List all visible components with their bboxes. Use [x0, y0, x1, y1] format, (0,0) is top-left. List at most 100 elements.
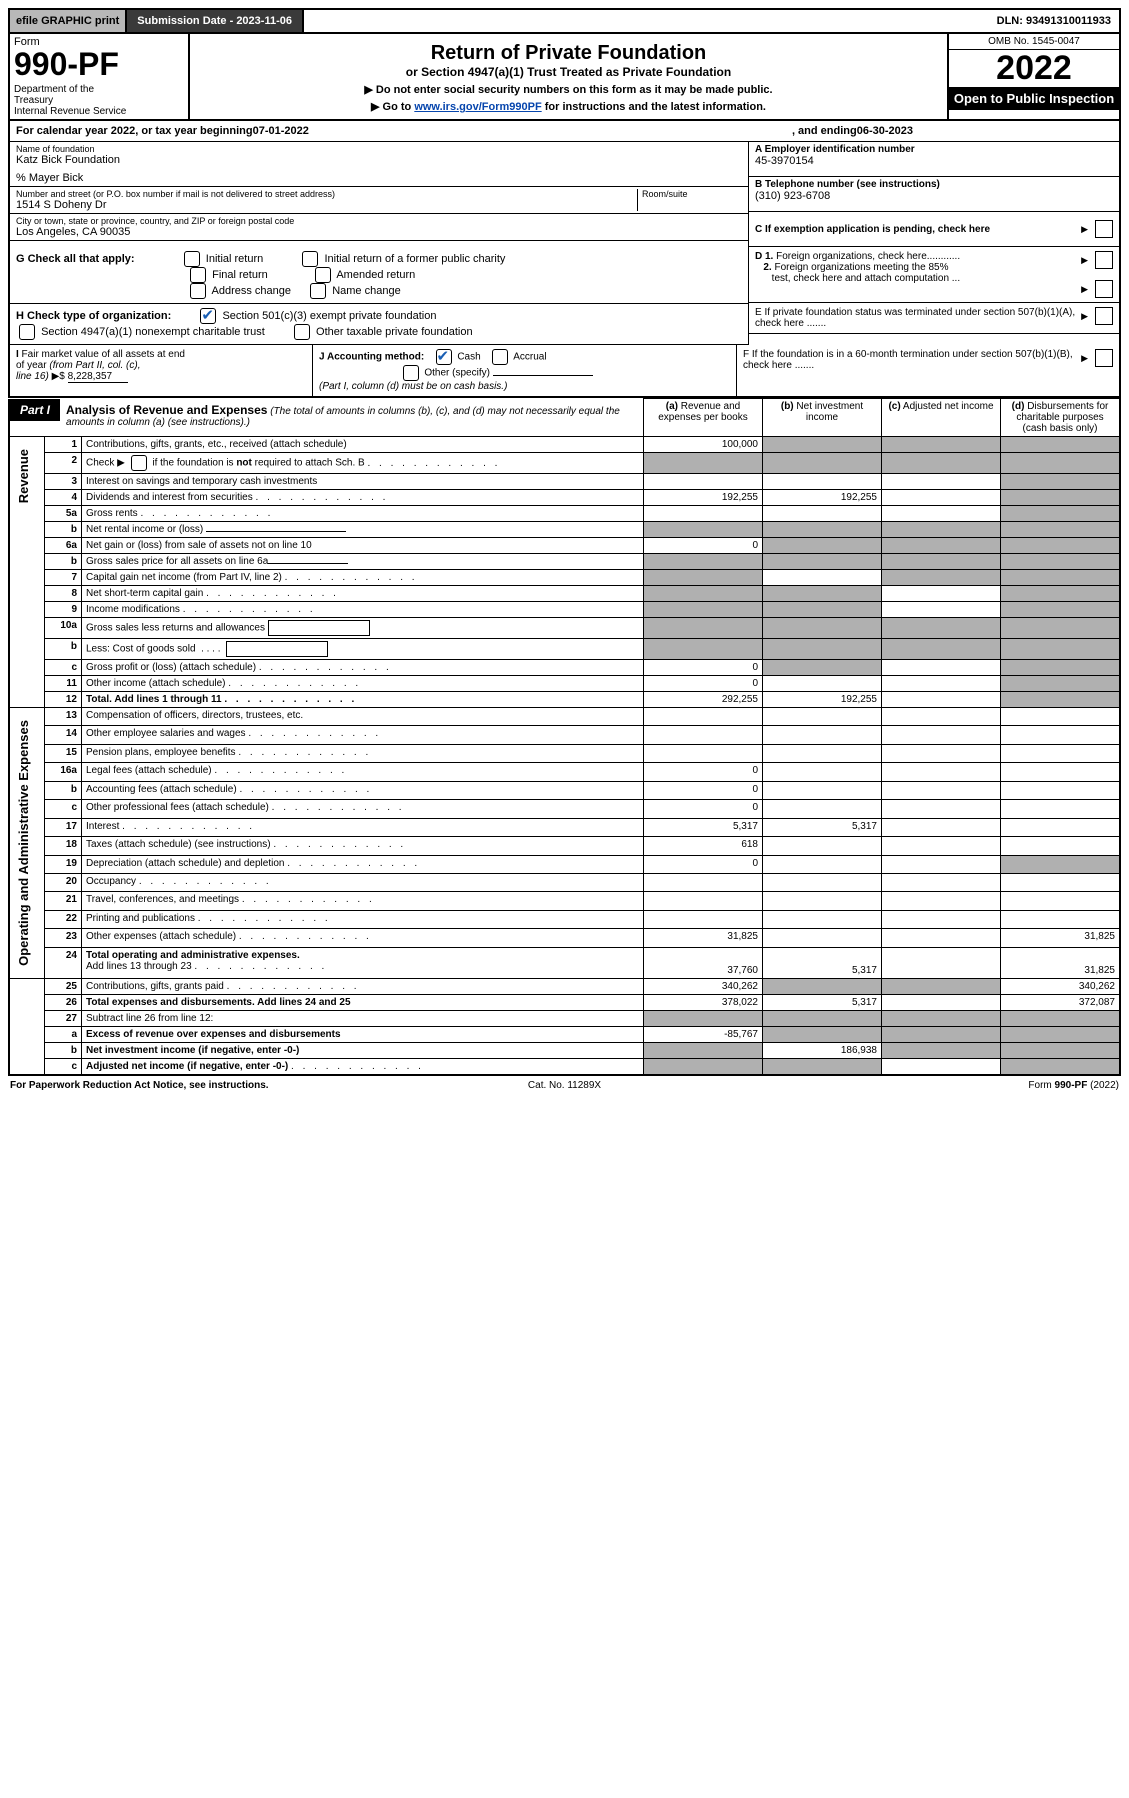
- table-row: 3 Interest on savings and temporary cash…: [9, 474, 1120, 490]
- checkbox-d2[interactable]: [1095, 280, 1113, 298]
- foundation-name-row: Name of foundation Katz Bick Foundation …: [10, 142, 748, 187]
- checkbox-sch-b[interactable]: [131, 455, 147, 471]
- checkbox-amended[interactable]: [315, 267, 331, 283]
- checkbox-accrual[interactable]: [492, 349, 508, 365]
- checkbox-d1[interactable]: [1095, 251, 1113, 269]
- form-number: 990-PF: [14, 48, 184, 80]
- table-row: c Other professional fees (attach schedu…: [9, 800, 1120, 818]
- phone-row: B Telephone number (see instructions) (3…: [749, 177, 1119, 212]
- form-id-block: Form 990-PF Department of theTreasuryInt…: [10, 34, 190, 119]
- foundation-name: Katz Bick Foundation: [16, 154, 742, 166]
- dept-text: Department of theTreasuryInternal Revenu…: [14, 84, 184, 117]
- col-c-header: (c) Adjusted net income: [882, 399, 1001, 437]
- checkbox-e[interactable]: [1095, 307, 1113, 325]
- city-state-zip: Los Angeles, CA 90035: [16, 226, 742, 238]
- cell-4b: 192,255: [763, 490, 882, 506]
- table-row: 24 Total operating and administrative ex…: [9, 947, 1120, 978]
- table-row: 11 Other income (attach schedule) 0: [9, 676, 1120, 692]
- checkbox-4947a1[interactable]: [19, 324, 35, 340]
- d1-row: D 1. Foreign organizations, check here..…: [749, 247, 1119, 303]
- checkbox-final-return[interactable]: [190, 267, 206, 283]
- g-row: G Check all that apply: Initial return I…: [10, 247, 748, 304]
- part-desc: Analysis of Revenue and Expenses (The to…: [60, 399, 643, 432]
- table-row: Operating and Administrative Expenses 13…: [9, 708, 1120, 726]
- table-row: 4 Dividends and interest from securities…: [9, 490, 1120, 506]
- efile-badge[interactable]: efile GRAPHIC print: [10, 10, 127, 32]
- checkbox-501c3[interactable]: [200, 308, 216, 324]
- checkbox-other-method[interactable]: [403, 365, 419, 381]
- form-title: Return of Private Foundation: [198, 42, 939, 65]
- table-row: 27 Subtract line 26 from line 12:: [9, 1010, 1120, 1026]
- table-row: 17 Interest 5,317 5,317: [9, 818, 1120, 836]
- omb-number: OMB No. 1545-0047: [949, 34, 1119, 50]
- expenses-side-label: Operating and Administrative Expenses: [14, 710, 33, 976]
- top-bar: efile GRAPHIC print Submission Date - 20…: [8, 8, 1121, 34]
- table-row: b Less: Cost of goods sold . . . .: [9, 639, 1120, 660]
- address-row: Number and street (or P.O. box number if…: [10, 187, 748, 214]
- cat-number: Cat. No. 11289X: [380, 1080, 750, 1091]
- note-ssn: ▶ Do not enter social security numbers o…: [198, 83, 939, 96]
- col-a-header: (a) Revenue and expenses per books: [644, 399, 763, 437]
- checkbox-c[interactable]: [1095, 220, 1113, 238]
- checkbox-initial-former[interactable]: [302, 251, 318, 267]
- cell-12b: 192,255: [763, 692, 882, 708]
- calendar-year-line: For calendar year 2022, or tax year begi…: [8, 121, 1121, 142]
- cell-6a: 0: [644, 538, 763, 554]
- tax-year: 2022: [949, 50, 1119, 87]
- form-title-block: Return of Private Foundation or Section …: [190, 34, 947, 119]
- arrow-icon: [1081, 353, 1091, 364]
- tax-year-end: 06-30-2023: [857, 125, 913, 137]
- room-suite-label: Room/suite: [642, 189, 742, 199]
- checkbox-initial-return[interactable]: [184, 251, 200, 267]
- phone-value: (310) 923-6708: [755, 190, 1113, 202]
- table-row: 2 Check ▶ if the foundation is not requi…: [9, 453, 1120, 474]
- form-header: Form 990-PF Department of theTreasuryInt…: [8, 34, 1121, 121]
- checkbox-cash[interactable]: [436, 349, 452, 365]
- form-footer-label: Form 990-PF (2022): [749, 1080, 1119, 1091]
- arrow-icon: [1081, 255, 1091, 266]
- checkbox-other-taxable[interactable]: [294, 324, 310, 340]
- e-row: E If private foundation status was termi…: [749, 303, 1119, 334]
- check-section: G Check all that apply: Initial return I…: [8, 247, 1121, 345]
- arrow-icon: [1081, 224, 1091, 235]
- table-row: Revenue 1 Contributions, gifts, grants, …: [9, 437, 1120, 453]
- year-block: OMB No. 1545-0047 2022 Open to Public In…: [947, 34, 1119, 119]
- table-row: 26 Total expenses and disbursements. Add…: [9, 994, 1120, 1010]
- entity-block: Name of foundation Katz Bick Foundation …: [8, 142, 1121, 247]
- form-subtitle: or Section 4947(a)(1) Trust Treated as P…: [198, 65, 939, 79]
- exemption-pending-row: C If exemption application is pending, c…: [749, 212, 1119, 247]
- checkbox-name-change[interactable]: [310, 283, 326, 299]
- care-of: % Mayer Bick: [16, 172, 742, 184]
- i-block: I Fair market value of all assets at end…: [10, 345, 313, 396]
- checkbox-f[interactable]: [1095, 349, 1113, 367]
- ij-section: I Fair market value of all assets at end…: [8, 345, 1121, 398]
- open-inspection: Open to Public Inspection: [949, 87, 1119, 110]
- table-row: c Adjusted net income (if negative, ente…: [9, 1058, 1120, 1075]
- table-row: 5a Gross rents: [9, 506, 1120, 522]
- table-row: 19 Depreciation (attach schedule) and de…: [9, 855, 1120, 873]
- table-row: 23 Other expenses (attach schedule) 31,8…: [9, 929, 1120, 947]
- dln-number: DLN: 93491310011933: [989, 13, 1119, 29]
- col-d-header: (d) Disbursements for charitable purpose…: [1001, 399, 1121, 437]
- part-label: Part I: [10, 399, 60, 421]
- arrow-icon: [1081, 311, 1091, 322]
- j-block: J Accounting method: Cash Accrual Other …: [313, 345, 737, 396]
- arrow-icon: [1081, 284, 1091, 295]
- paperwork-notice: For Paperwork Reduction Act Notice, see …: [10, 1080, 380, 1091]
- fmv-value: 8,228,357: [68, 371, 128, 383]
- submission-date: Submission Date - 2023-11-06: [127, 10, 304, 32]
- table-row: c Gross profit or (loss) (attach schedul…: [9, 660, 1120, 676]
- irs-link[interactable]: www.irs.gov/Form990PF: [414, 101, 541, 113]
- checkbox-address-change[interactable]: [190, 283, 206, 299]
- table-row: 18 Taxes (attach schedule) (see instruct…: [9, 837, 1120, 855]
- cell-12a: 292,255: [644, 692, 763, 708]
- table-row: 21 Travel, conferences, and meetings: [9, 892, 1120, 910]
- table-row: b Gross sales price for all assets on li…: [9, 554, 1120, 570]
- part1-table: Part I Analysis of Revenue and Expenses …: [8, 398, 1121, 1076]
- col-b-header: (b) Net investment income: [763, 399, 882, 437]
- revenue-side-label: Revenue: [14, 439, 33, 513]
- table-row: 12 Total. Add lines 1 through 11 292,255…: [9, 692, 1120, 708]
- page-footer: For Paperwork Reduction Act Notice, see …: [8, 1076, 1121, 1095]
- table-row: b Net investment income (if negative, en…: [9, 1042, 1120, 1058]
- street-address: 1514 S Doheny Dr: [16, 199, 637, 211]
